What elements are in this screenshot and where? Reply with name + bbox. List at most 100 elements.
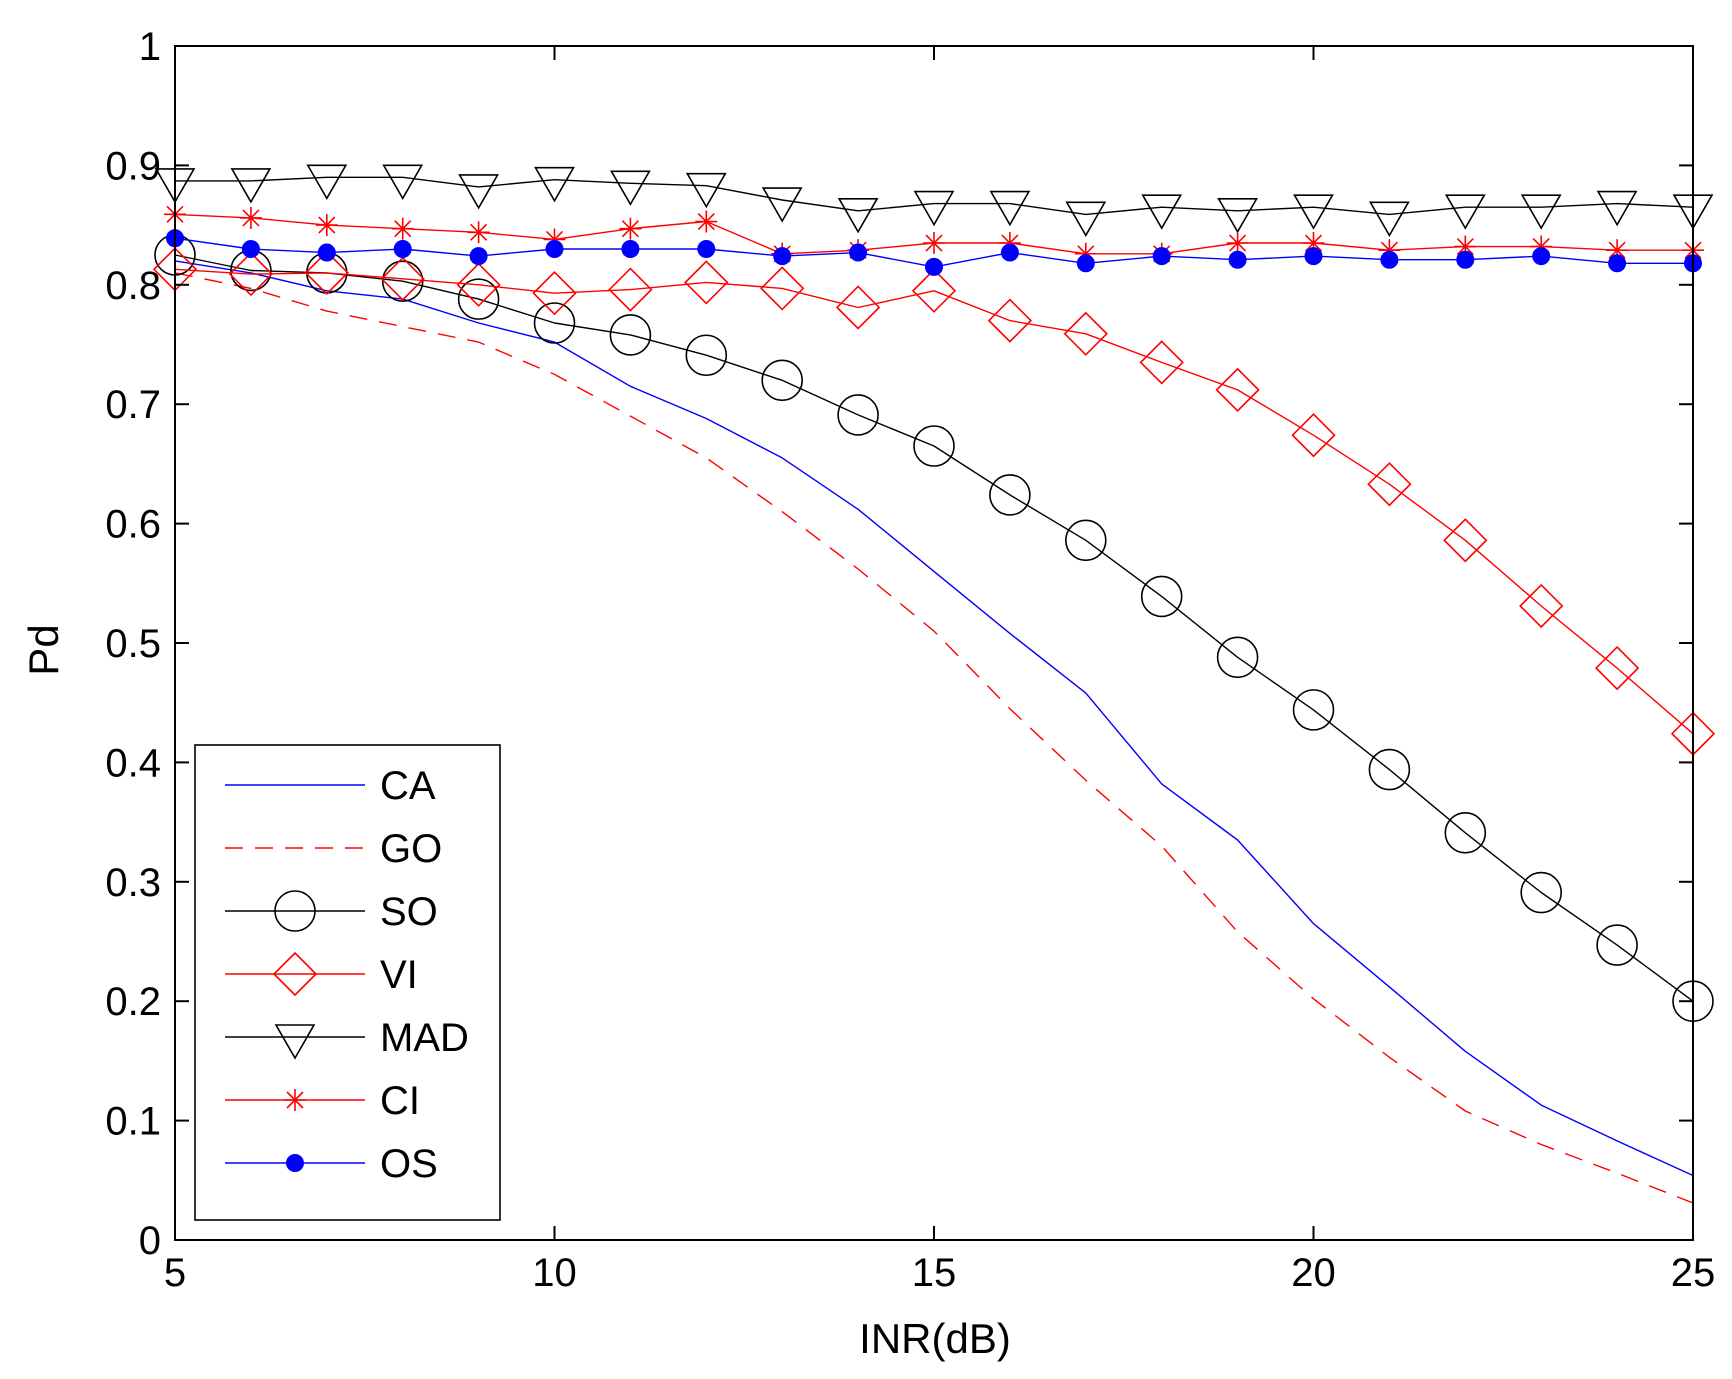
legend-item-mad: MAD <box>225 1016 469 1060</box>
data-point-ci <box>695 210 718 233</box>
data-point-so <box>533 302 576 344</box>
data-point-so <box>685 334 728 377</box>
legend-swatch-marker <box>274 890 316 932</box>
data-point-os <box>1076 254 1095 273</box>
legend-swatch-marker <box>284 1089 306 1111</box>
data-point-os <box>849 243 868 262</box>
series-line-so <box>174 254 1694 1002</box>
data-point-ci <box>315 214 338 237</box>
data-point-mad <box>1293 194 1334 230</box>
data-point-vi <box>760 266 805 311</box>
y-tick-label: 0.8 <box>105 264 161 308</box>
y-tick-label: 0.1 <box>105 1100 161 1144</box>
series-line-mad <box>175 176 1694 216</box>
y-tick-label: 0.2 <box>105 980 161 1024</box>
data-point-mad <box>1596 190 1638 227</box>
data-point-so <box>1368 748 1411 791</box>
data-point-so <box>457 278 500 320</box>
series-line-ca <box>174 260 1694 1177</box>
data-point-ci <box>619 217 642 240</box>
data-point-mad <box>1141 194 1183 230</box>
legend-swatch-marker <box>274 1024 316 1060</box>
data-point-ci <box>1226 232 1249 255</box>
data-point-mad <box>1065 201 1107 237</box>
legend-item-go: GO <box>225 827 442 871</box>
data-point-mad <box>306 164 348 200</box>
data-point-vi <box>1443 518 1488 563</box>
data-point-so <box>989 474 1031 516</box>
legend-box <box>194 744 501 1221</box>
data-point-mad <box>610 170 651 206</box>
data-point-os <box>241 239 260 258</box>
data-point-so <box>1520 871 1562 914</box>
series-line-vi <box>174 268 1694 735</box>
data-point-os <box>393 239 412 258</box>
data-point-mad <box>1444 194 1486 230</box>
data-point-mad <box>761 187 803 223</box>
legend-label: SO <box>380 890 438 934</box>
data-point-ci <box>239 206 262 229</box>
legend-label: MAD <box>380 1016 469 1060</box>
y-tick-label: 0 <box>139 1219 161 1263</box>
data-point-vi <box>456 262 501 307</box>
x-axis-label: INR(dB) <box>859 1315 1011 1362</box>
legend-label: CA <box>380 764 436 808</box>
legend-item-ca: CA <box>225 764 436 808</box>
y-tick-label: 0.5 <box>105 622 161 666</box>
data-point-os <box>773 247 792 266</box>
series-ca <box>174 260 1694 1177</box>
data-point-mad <box>837 197 879 234</box>
axes: 5 10 15 20 25 0 0.1 0.2 0.3 0.4 0.5 0.6 0.7 0.8 0.9 1 <box>105 25 1715 1295</box>
data-point-so <box>761 359 804 402</box>
data-point-mad <box>685 172 727 209</box>
data-point-vi <box>1367 462 1412 507</box>
data-point-os <box>545 239 564 258</box>
data-point-ci <box>391 217 414 240</box>
data-point-os <box>925 257 943 276</box>
y-tick-label: 0.7 <box>105 383 161 427</box>
data-point-ci <box>923 232 945 255</box>
x-tick-label: 10 <box>532 1251 577 1295</box>
legend-label: CI <box>380 1079 420 1123</box>
legend-label: OS <box>380 1142 438 1186</box>
data-point-ci <box>467 221 490 244</box>
data-point-mad <box>458 174 499 210</box>
data-point-vi <box>380 256 425 301</box>
data-point-os <box>1228 250 1247 269</box>
data-point-vi <box>835 285 881 330</box>
data-point-os <box>1456 250 1475 269</box>
data-point-so <box>1292 689 1335 731</box>
data-point-so <box>609 314 652 356</box>
data-point-vi <box>1215 367 1260 413</box>
data-point-mad <box>230 168 272 204</box>
data-point-vi <box>532 271 577 316</box>
legend-item-vi: VI <box>225 951 418 997</box>
data-point-so <box>1596 924 1638 966</box>
y-tick-label: 1 <box>139 25 161 69</box>
data-point-vi <box>1594 645 1640 691</box>
data-point-vi <box>1139 340 1184 385</box>
y-tick-label: 0.6 <box>105 503 161 547</box>
data-point-os <box>1380 250 1399 269</box>
data-point-mad <box>989 190 1031 227</box>
x-tick-label: 15 <box>912 1251 957 1295</box>
data-point-vi <box>228 251 274 297</box>
data-point-vi <box>1063 311 1108 356</box>
data-point-vi <box>684 260 729 305</box>
data-point-vi <box>911 268 957 313</box>
data-point-os <box>697 239 716 258</box>
legend-item-ci: CI <box>225 1079 420 1123</box>
y-tick-label: 0.4 <box>105 741 161 785</box>
legend-item-os: OS <box>225 1142 438 1186</box>
plot-area <box>152 164 1716 1204</box>
y-tick-label: 0.9 <box>105 144 161 188</box>
data-point-so <box>1140 575 1183 618</box>
legend: CA GO SO VI MAD CI OS <box>194 744 501 1221</box>
x-tick-label: 20 <box>1291 1251 1336 1295</box>
data-point-vi <box>1291 413 1336 458</box>
data-point-os <box>1532 247 1551 266</box>
data-point-mad <box>1217 197 1258 234</box>
y-tick-label: 0.3 <box>105 861 161 905</box>
x-tick-label: 25 <box>1671 1251 1716 1295</box>
